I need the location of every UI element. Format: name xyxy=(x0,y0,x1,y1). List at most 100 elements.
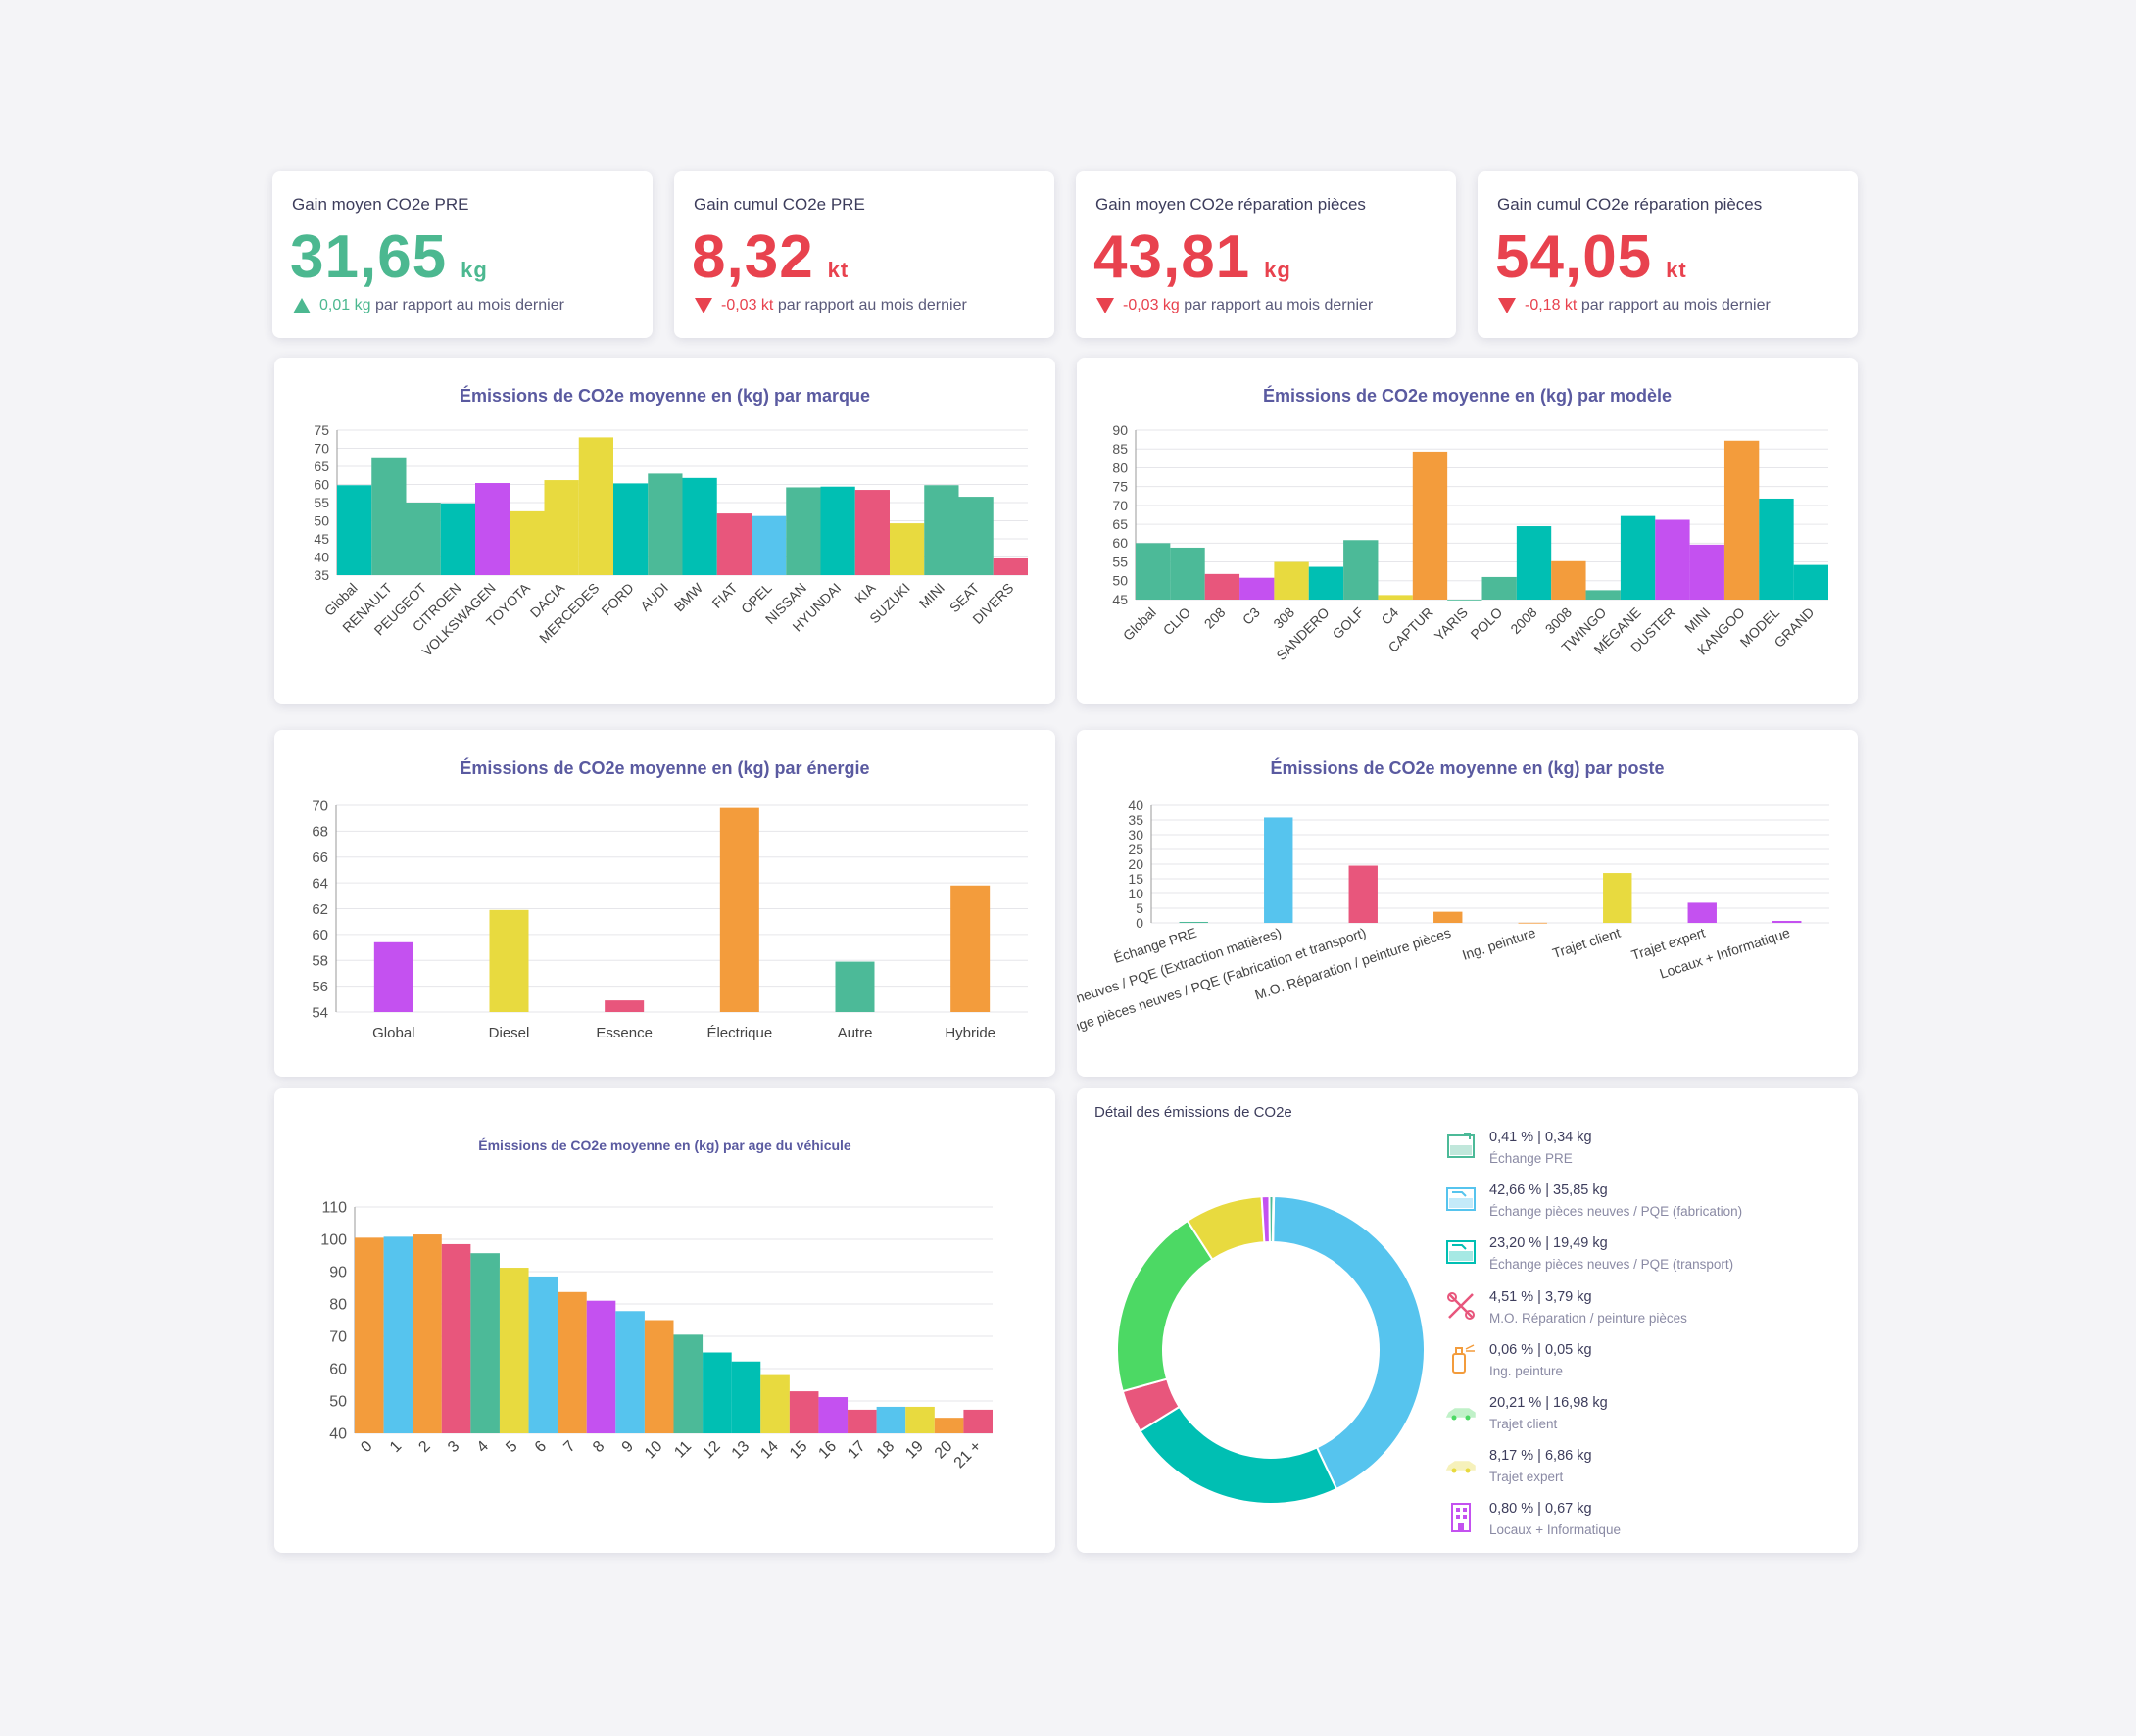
bar[interactable] xyxy=(613,483,649,575)
bar[interactable] xyxy=(890,523,925,575)
bar[interactable] xyxy=(337,485,372,575)
bar[interactable] xyxy=(1179,921,1208,923)
bar[interactable] xyxy=(470,1253,500,1433)
y-tick-label: 70 xyxy=(1112,498,1128,513)
donut-slice[interactable] xyxy=(1272,1195,1426,1491)
bar[interactable] xyxy=(1687,902,1717,923)
bar[interactable] xyxy=(963,1409,993,1433)
bar[interactable] xyxy=(440,503,475,575)
chart-age: Émissions de CO2e moyenne en (kg) par ag… xyxy=(320,1137,993,1471)
bar[interactable] xyxy=(475,483,510,575)
bar[interactable] xyxy=(413,1234,442,1433)
bar[interactable] xyxy=(1551,560,1586,600)
bar[interactable] xyxy=(1264,817,1293,923)
bar[interactable] xyxy=(510,510,545,575)
bar[interactable] xyxy=(1343,540,1379,600)
bar[interactable] xyxy=(716,513,752,575)
bar[interactable] xyxy=(586,1300,616,1433)
bar[interactable] xyxy=(615,1311,645,1433)
bar[interactable] xyxy=(499,1268,529,1433)
bar[interactable] xyxy=(818,1397,849,1433)
bar[interactable] xyxy=(1723,440,1760,600)
bar[interactable] xyxy=(731,1361,761,1433)
bar[interactable] xyxy=(1689,544,1724,600)
x-tick-label: 16 xyxy=(815,1438,840,1463)
bar[interactable] xyxy=(1793,564,1828,600)
bar[interactable] xyxy=(558,1291,587,1433)
bar[interactable] xyxy=(1136,543,1171,600)
bar[interactable] xyxy=(383,1236,413,1433)
bar[interactable] xyxy=(835,961,875,1012)
chart-title: Émissions de CO2e moyenne en (kg) par ma… xyxy=(460,385,870,406)
bar[interactable] xyxy=(1447,600,1482,601)
legend-item[interactable]: 20,21 % | 16,98 kg Trajet client xyxy=(1444,1395,1608,1444)
bar[interactable] xyxy=(673,1334,704,1433)
bar[interactable] xyxy=(1204,573,1240,600)
bar[interactable] xyxy=(1585,590,1621,600)
bar[interactable] xyxy=(489,909,529,1012)
bar[interactable] xyxy=(924,485,959,575)
bar[interactable] xyxy=(876,1406,906,1433)
bar[interactable] xyxy=(820,486,855,575)
bar[interactable] xyxy=(752,515,787,575)
legend-item[interactable]: 8,17 % | 6,86 kg Trajet expert xyxy=(1444,1448,1592,1497)
bar[interactable] xyxy=(1655,519,1690,600)
legend-item[interactable]: 0,06 % | 0,05 kg Ing. peinture xyxy=(1444,1342,1592,1391)
legend-item[interactable]: 42,66 % | 35,85 kg Échange pièces neuves … xyxy=(1444,1182,1742,1231)
bar[interactable] xyxy=(1481,576,1517,600)
bar[interactable] xyxy=(371,457,407,575)
bar[interactable] xyxy=(355,1237,384,1433)
bar[interactable] xyxy=(1348,865,1378,923)
bar[interactable] xyxy=(848,1409,877,1433)
bar[interactable] xyxy=(528,1276,558,1433)
bar[interactable] xyxy=(1603,873,1632,923)
bar[interactable] xyxy=(905,1406,935,1433)
bar[interactable] xyxy=(934,1418,964,1433)
bar[interactable] xyxy=(703,1352,732,1434)
part-transport-icon xyxy=(1446,1240,1476,1265)
bar[interactable] xyxy=(373,941,413,1012)
legend-item[interactable]: 0,80 % | 0,67 kg Locaux + Informatique xyxy=(1444,1501,1621,1550)
bar[interactable] xyxy=(1308,566,1344,600)
document-exchange-icon xyxy=(1447,1133,1475,1158)
bar[interactable] xyxy=(993,557,1028,575)
bar[interactable] xyxy=(760,1374,790,1433)
bar[interactable] xyxy=(578,437,613,575)
legend-item[interactable]: 4,51 % | 3,79 kg M.O. Réparation / peintu… xyxy=(1444,1289,1687,1338)
bar[interactable] xyxy=(1516,526,1552,600)
legend-item[interactable]: 23,20 % | 19,49 kg Échange pièces neuves … xyxy=(1444,1235,1733,1284)
legend-item[interactable]: 0,41 % | 0,34 kg Échange PRE xyxy=(1444,1130,1592,1179)
bar[interactable] xyxy=(1239,577,1275,600)
bar[interactable] xyxy=(958,497,994,575)
donut-slice[interactable] xyxy=(1139,1405,1338,1505)
x-tick-label: 21 + xyxy=(951,1438,985,1471)
bar[interactable] xyxy=(1759,498,1794,600)
bar[interactable] xyxy=(854,490,890,575)
bar[interactable] xyxy=(1412,451,1448,600)
donut-slice[interactable] xyxy=(1271,1195,1276,1244)
bar[interactable] xyxy=(1620,515,1656,600)
y-tick-label: 45 xyxy=(314,531,329,547)
bar[interactable] xyxy=(1772,920,1802,923)
bar[interactable] xyxy=(406,503,441,575)
bar[interactable] xyxy=(786,487,821,575)
bar[interactable] xyxy=(950,885,991,1012)
donut-slice[interactable] xyxy=(1116,1219,1214,1393)
bar[interactable] xyxy=(1518,922,1547,924)
x-tick-label: 7 xyxy=(560,1438,578,1456)
bar[interactable] xyxy=(1378,595,1413,600)
bar[interactable] xyxy=(441,1243,471,1433)
legend-label: Échange pièces neuves / PQE (fabrication… xyxy=(1489,1204,1743,1220)
bar[interactable] xyxy=(1170,547,1205,600)
chart-card-marque: Émissions de CO2e moyenne en (kg) par ma… xyxy=(274,358,1055,704)
bar[interactable] xyxy=(648,473,683,575)
trend-up-icon xyxy=(293,298,311,313)
bar[interactable] xyxy=(1433,911,1463,923)
bar[interactable] xyxy=(605,1000,645,1012)
bar[interactable] xyxy=(789,1391,819,1433)
bar[interactable] xyxy=(544,480,579,575)
bar[interactable] xyxy=(1274,561,1309,600)
bar[interactable] xyxy=(719,807,759,1012)
bar[interactable] xyxy=(682,477,717,575)
bar[interactable] xyxy=(644,1320,674,1434)
